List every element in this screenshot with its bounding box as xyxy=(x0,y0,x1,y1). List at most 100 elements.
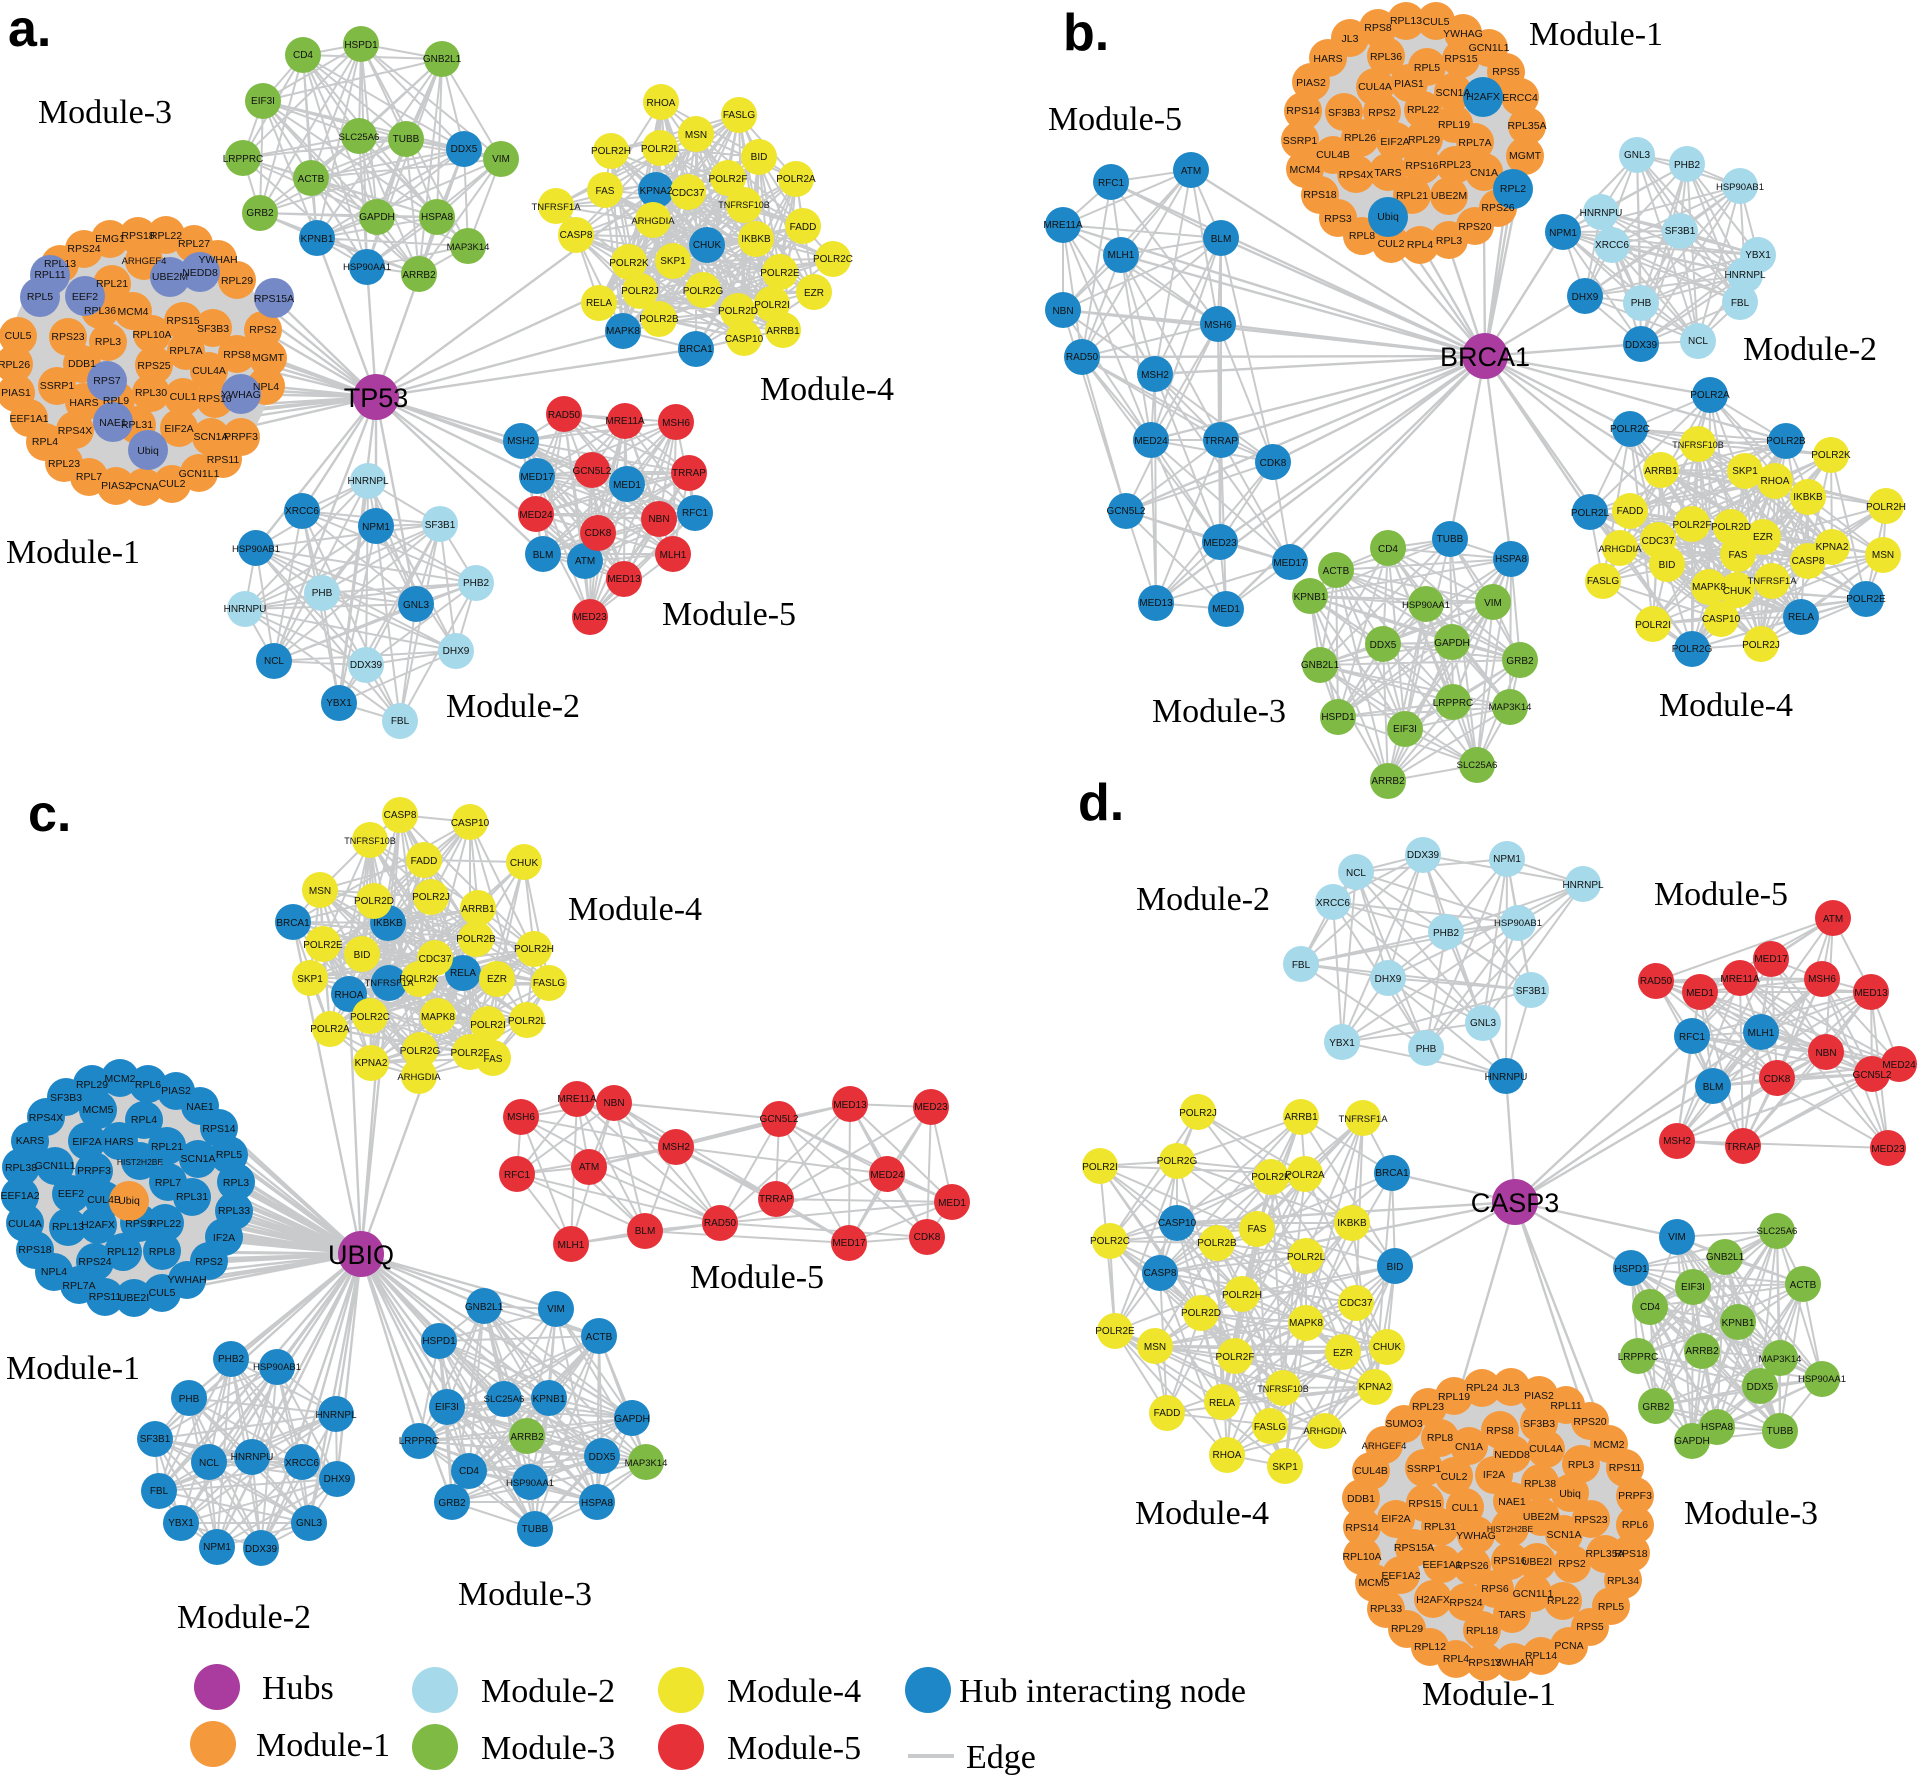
svg-text:Module-5: Module-5 xyxy=(690,1259,824,1296)
svg-text:HNRNPL: HNRNPL xyxy=(347,476,389,487)
svg-text:Ubiq: Ubiq xyxy=(137,445,159,457)
svg-text:POLR2L: POLR2L xyxy=(1287,1252,1326,1263)
svg-text:XRCC6: XRCC6 xyxy=(285,506,319,517)
svg-text:PIAS1: PIAS1 xyxy=(1,387,31,399)
svg-text:YWHAG: YWHAG xyxy=(1443,28,1483,40)
svg-text:Edge: Edge xyxy=(966,1739,1036,1775)
svg-text:RPL38: RPL38 xyxy=(5,1162,37,1174)
svg-text:POLR2J: POLR2J xyxy=(1179,1108,1217,1119)
svg-text:NCL: NCL xyxy=(199,1458,219,1469)
svg-text:CHUK: CHUK xyxy=(510,858,539,869)
svg-text:NPM1: NPM1 xyxy=(1549,228,1577,239)
svg-text:KPNA2: KPNA2 xyxy=(1359,1382,1392,1393)
svg-text:EIF2A: EIF2A xyxy=(72,1136,101,1148)
svg-text:SF3B1: SF3B1 xyxy=(1516,986,1547,997)
svg-text:POLR2F: POLR2F xyxy=(1673,520,1712,531)
svg-text:FAS: FAS xyxy=(596,186,615,197)
svg-text:HIST2H2BE: HIST2H2BE xyxy=(117,1157,164,1167)
svg-text:ARRB1: ARRB1 xyxy=(766,326,800,337)
svg-text:RPL12: RPL12 xyxy=(107,1246,139,1258)
svg-text:RPL33: RPL33 xyxy=(1370,1603,1402,1615)
svg-text:RPS3: RPS3 xyxy=(1324,213,1352,225)
svg-text:RAD50: RAD50 xyxy=(704,1218,737,1229)
svg-text:ERCC4: ERCC4 xyxy=(1502,92,1538,104)
svg-text:TP53: TP53 xyxy=(344,383,409,413)
svg-text:POLR2G: POLR2G xyxy=(683,286,724,297)
svg-text:RPL8: RPL8 xyxy=(149,1246,175,1258)
svg-text:RPS26: RPS26 xyxy=(1455,1560,1488,1572)
svg-text:RPS16: RPS16 xyxy=(1405,160,1438,172)
svg-text:b.: b. xyxy=(1063,4,1109,62)
svg-text:GNB2L1: GNB2L1 xyxy=(1301,660,1340,671)
svg-text:CDC37: CDC37 xyxy=(1642,536,1675,547)
svg-text:RPL35A: RPL35A xyxy=(1585,1548,1624,1560)
svg-text:GRB2: GRB2 xyxy=(1642,1402,1670,1413)
svg-text:MCM4: MCM4 xyxy=(118,306,149,318)
svg-text:RPL9: RPL9 xyxy=(103,395,129,407)
svg-text:PHB2: PHB2 xyxy=(463,578,490,589)
svg-text:Module-4: Module-4 xyxy=(760,371,894,408)
svg-text:CASP10: CASP10 xyxy=(1702,614,1741,625)
svg-text:POLR2I: POLR2I xyxy=(1635,620,1671,631)
svg-text:LRPPRC: LRPPRC xyxy=(399,1436,440,1447)
svg-text:EEF1A1: EEF1A1 xyxy=(1422,1559,1461,1571)
svg-text:SF3B3: SF3B3 xyxy=(1328,107,1360,119)
svg-text:RPS5: RPS5 xyxy=(1492,66,1520,78)
svg-text:PRPF3: PRPF3 xyxy=(77,1165,111,1177)
svg-text:SKP1: SKP1 xyxy=(1732,466,1758,477)
svg-text:GNB2L1: GNB2L1 xyxy=(1706,1252,1745,1263)
svg-text:DHX9: DHX9 xyxy=(443,646,470,657)
svg-text:MED17: MED17 xyxy=(1273,558,1307,569)
svg-text:RPL19: RPL19 xyxy=(1438,1391,1470,1403)
svg-text:POLR2C: POLR2C xyxy=(1090,1236,1130,1247)
svg-text:RPS15: RPS15 xyxy=(166,315,199,327)
svg-text:NCL: NCL xyxy=(1688,336,1708,347)
svg-text:RPL34: RPL34 xyxy=(1607,1575,1639,1587)
svg-text:RPL29: RPL29 xyxy=(1391,1623,1423,1635)
svg-text:POLR2F: POLR2F xyxy=(451,1048,490,1059)
svg-text:RELA: RELA xyxy=(1209,1398,1235,1409)
svg-text:CHUK: CHUK xyxy=(693,240,722,251)
svg-text:GAPDH: GAPDH xyxy=(614,1414,650,1425)
svg-text:NPM1: NPM1 xyxy=(1493,854,1521,865)
svg-text:ATM: ATM xyxy=(1823,914,1843,925)
svg-text:KPNB1: KPNB1 xyxy=(1294,592,1327,603)
svg-text:PIAS2: PIAS2 xyxy=(1524,1390,1554,1402)
svg-text:Module-3: Module-3 xyxy=(481,1730,615,1767)
svg-text:POLR2A: POLR2A xyxy=(310,1024,350,1035)
svg-text:XRCC6: XRCC6 xyxy=(1595,240,1629,251)
svg-text:POLR2H: POLR2H xyxy=(591,146,631,157)
svg-text:GCN1L1: GCN1L1 xyxy=(1469,42,1510,54)
svg-text:GAPDH: GAPDH xyxy=(1674,1436,1710,1447)
svg-text:RFC1: RFC1 xyxy=(1098,178,1125,189)
svg-text:MED1: MED1 xyxy=(613,480,641,491)
svg-text:RPS26: RPS26 xyxy=(1481,202,1514,214)
svg-text:DDX5: DDX5 xyxy=(589,1452,616,1463)
svg-text:MLH1: MLH1 xyxy=(660,550,687,561)
svg-text:RPL7A: RPL7A xyxy=(1458,137,1491,149)
svg-text:MCM5: MCM5 xyxy=(1359,1577,1390,1589)
svg-text:RPS18: RPS18 xyxy=(18,1244,51,1256)
svg-text:POLR2L: POLR2L xyxy=(1571,508,1610,519)
svg-text:MRE11A: MRE11A xyxy=(1720,974,1760,985)
svg-text:MCM4: MCM4 xyxy=(1290,164,1321,176)
svg-text:RPL5: RPL5 xyxy=(27,291,53,303)
svg-text:KPNB1: KPNB1 xyxy=(301,234,334,245)
svg-text:CUL2: CUL2 xyxy=(1378,238,1405,250)
svg-text:RPS16: RPS16 xyxy=(1493,1555,1526,1567)
svg-text:CDC37: CDC37 xyxy=(1340,1298,1373,1309)
svg-text:MED23: MED23 xyxy=(1203,538,1237,549)
svg-text:Module-5: Module-5 xyxy=(1048,101,1182,138)
svg-text:TUBB: TUBB xyxy=(393,134,420,145)
svg-text:VIM: VIM xyxy=(1668,1232,1686,1243)
svg-text:HSPA8: HSPA8 xyxy=(1495,554,1527,565)
svg-text:SCN1A: SCN1A xyxy=(180,1153,215,1165)
svg-text:KPNB1: KPNB1 xyxy=(533,1394,566,1405)
svg-text:SF3B3: SF3B3 xyxy=(1523,1418,1555,1430)
svg-text:ARHGDIA: ARHGDIA xyxy=(1303,1426,1347,1437)
svg-text:KARS: KARS xyxy=(16,1135,45,1147)
svg-text:SUMO3: SUMO3 xyxy=(1385,1418,1423,1430)
svg-text:RPS6: RPS6 xyxy=(1481,1583,1509,1595)
svg-text:PHB2: PHB2 xyxy=(1674,160,1701,171)
svg-text:CN1A: CN1A xyxy=(1470,167,1498,179)
